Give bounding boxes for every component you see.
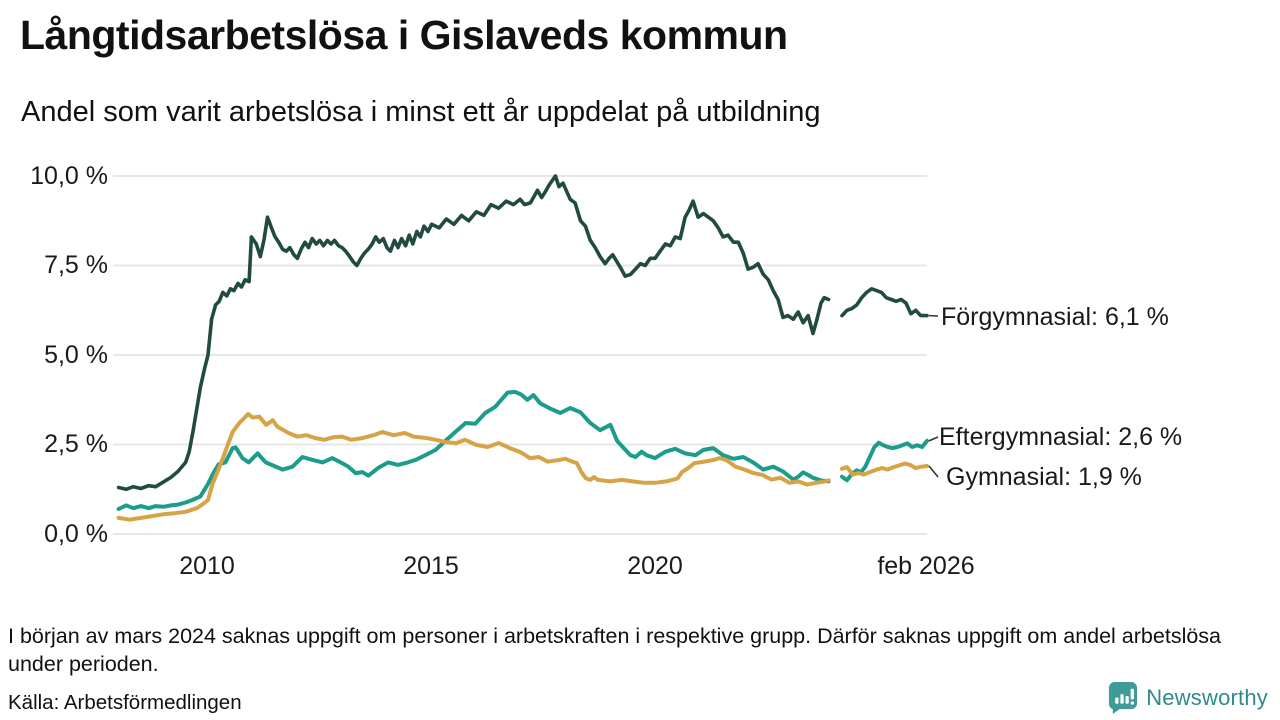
- newsworthy-brand-text: Newsworthy: [1146, 684, 1268, 710]
- label-connector: [928, 465, 939, 478]
- series-line-förgymnasial: [116, 174, 831, 492]
- x-tick-2015: 2015: [403, 552, 459, 580]
- series-line-förgymnasial: [840, 286, 929, 318]
- newsworthy-brand: Newsworthy: [1107, 681, 1268, 714]
- y-tick-7-5: 7,5 %: [44, 251, 108, 279]
- footnote-text: I början av mars 2024 saknas uppgift om …: [8, 624, 1222, 677]
- y-tick-10: 10,0 %: [30, 162, 108, 190]
- page-subtitle: Andel som varit arbetslösa i minst ett å…: [21, 96, 821, 128]
- series-line-gymnasial: [116, 412, 831, 522]
- x-tick-2010: 2010: [179, 552, 235, 580]
- series-label-eftergymnasial: Eftergymnasial: 2,6 %: [939, 423, 1183, 451]
- y-tick-0: 0,0 %: [44, 520, 108, 548]
- series-label-gymnasial: Gymnasial: 1,9 %: [946, 463, 1142, 491]
- newsworthy-logo-icon: [1109, 682, 1138, 714]
- y-tick-2-5: 2,5 %: [44, 430, 108, 458]
- series-line-gymnasial: [840, 461, 929, 477]
- page-title: Långtidsarbetslösa i Gislaveds kommun: [20, 12, 788, 58]
- series-label-forgymnasial: Förgymnasial: 6,1 %: [941, 303, 1169, 331]
- y-tick-5: 5,0 %: [44, 341, 108, 369]
- series-line-eftergymnasial: [840, 438, 929, 483]
- x-tick-feb-2026: feb 2026: [877, 552, 975, 580]
- x-tick-2020: 2020: [627, 552, 683, 580]
- source-text: Källa: Arbetsförmedlingen: [8, 691, 242, 714]
- label-connector: [928, 436, 939, 442]
